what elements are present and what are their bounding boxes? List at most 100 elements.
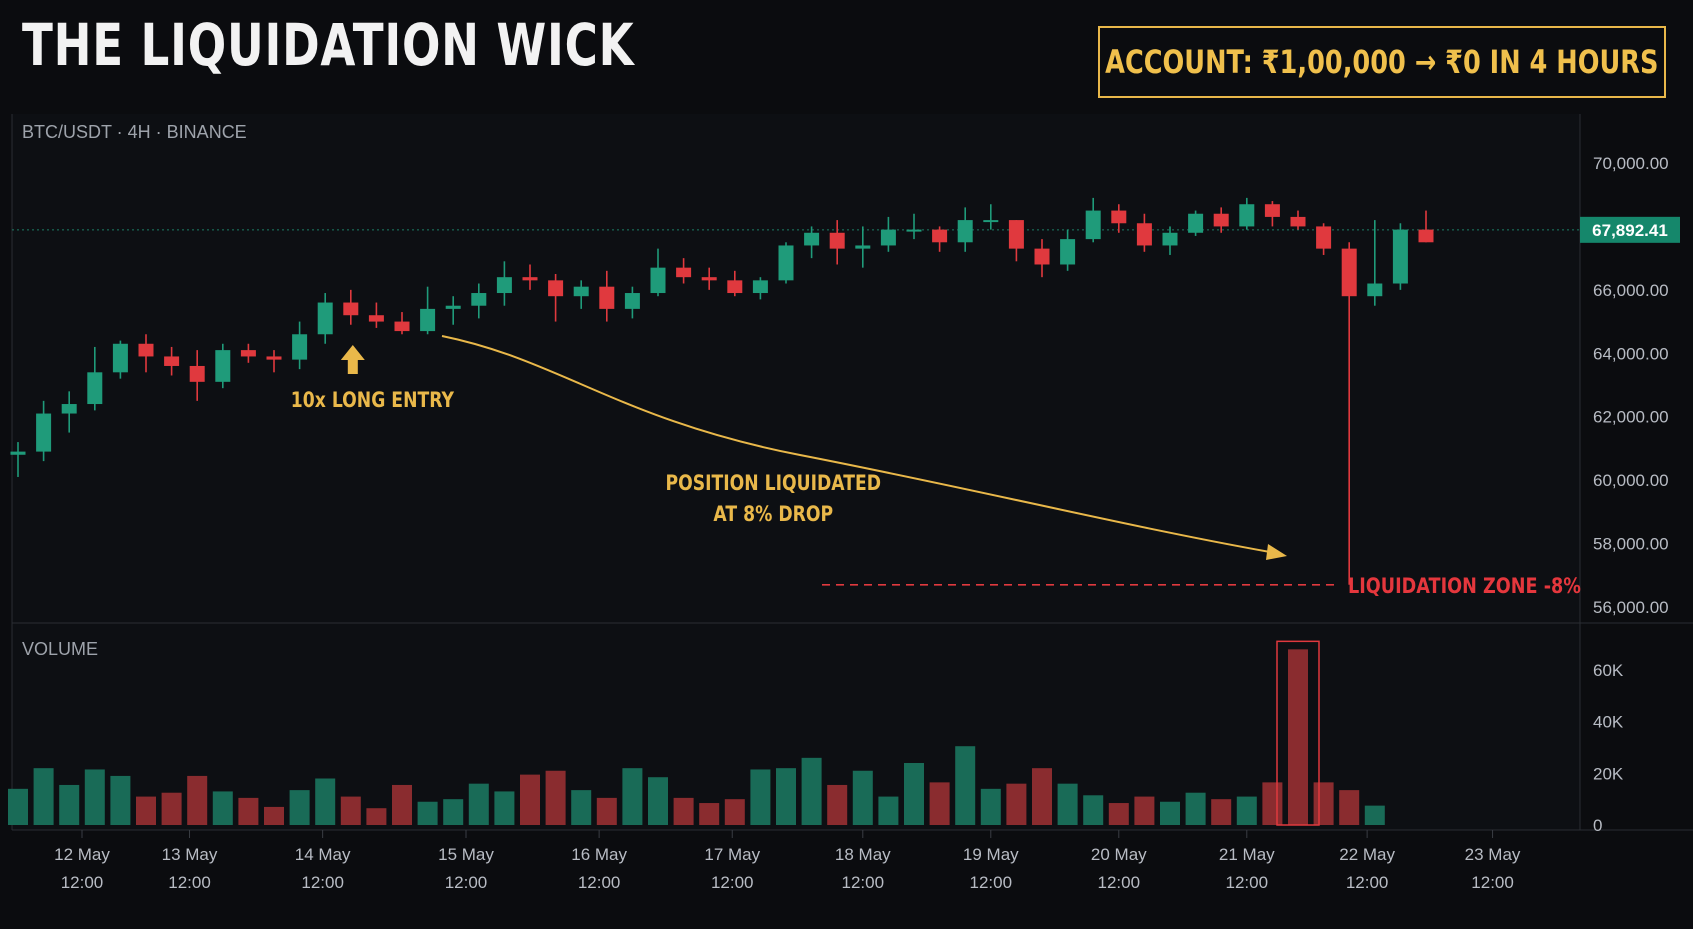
volume-bar bbox=[443, 799, 464, 825]
liquidation-arrow-icon bbox=[1266, 544, 1287, 560]
volume-bar bbox=[776, 768, 796, 825]
current-price-label: 67,892.41 bbox=[1592, 221, 1668, 240]
candle-body bbox=[1213, 213, 1229, 227]
volume-bar bbox=[699, 803, 720, 825]
account-text: ACCOUNT: ₹1,00,000 → ₹0 IN 4 HOURS bbox=[1105, 43, 1659, 81]
volume-tick-label: 60K bbox=[1593, 661, 1624, 680]
volume-bar bbox=[468, 783, 489, 825]
volume-bar bbox=[622, 768, 643, 825]
volume-label: VOLUME bbox=[22, 639, 98, 659]
time-tick-date: 23 May bbox=[1465, 845, 1521, 864]
volume-bar bbox=[980, 788, 1001, 825]
volume-bar bbox=[136, 796, 156, 825]
time-tick-time: 12:00 bbox=[1471, 873, 1514, 892]
volume-spike-highlight bbox=[1276, 640, 1320, 826]
volume-bar bbox=[1160, 801, 1180, 825]
volume-bar bbox=[340, 796, 361, 825]
candle-body bbox=[189, 365, 205, 382]
volume-bar bbox=[571, 790, 592, 825]
liquidated-annotation-line1: POSITION LIQUIDATED bbox=[665, 470, 881, 495]
candle-body bbox=[752, 280, 768, 294]
volume-bar bbox=[59, 784, 80, 825]
volume-bar bbox=[1364, 805, 1385, 825]
current-price-tag bbox=[1580, 216, 1680, 243]
volume-tick-label: 0 bbox=[1593, 816, 1602, 835]
volume-bar bbox=[673, 797, 694, 825]
time-tick-time: 12:00 bbox=[445, 873, 488, 892]
time-tick-time: 12:00 bbox=[1346, 873, 1389, 892]
volume-bar bbox=[315, 778, 336, 825]
candle-body bbox=[1085, 210, 1101, 240]
entry-arrow-icon bbox=[340, 345, 365, 374]
time-tick-time: 12:00 bbox=[301, 873, 344, 892]
volume-bar bbox=[187, 775, 208, 825]
candle-body bbox=[1341, 248, 1357, 297]
volume-bar bbox=[289, 790, 310, 825]
candle-body bbox=[932, 229, 948, 243]
page-title: THE LIQUIDATION WICK bbox=[22, 11, 635, 79]
entry-annotation: 10x LONG ENTRY bbox=[291, 387, 455, 412]
candle-body bbox=[701, 277, 717, 281]
volume-bar bbox=[84, 769, 105, 825]
time-tick-date: 17 May bbox=[704, 845, 760, 864]
volume-bar bbox=[724, 799, 745, 825]
candle-body bbox=[983, 220, 999, 223]
candle-body bbox=[880, 229, 896, 246]
candle-body bbox=[957, 220, 973, 243]
volume-bar bbox=[852, 770, 873, 825]
candle-body bbox=[1239, 204, 1255, 227]
volume-bar bbox=[929, 782, 950, 825]
time-tick-date: 22 May bbox=[1339, 845, 1395, 864]
candle-body bbox=[394, 321, 410, 332]
volume-bar bbox=[1262, 782, 1283, 825]
candle-body bbox=[1111, 210, 1127, 224]
account-badge: ACCOUNT: ₹1,00,000 → ₹0 IN 4 HOURS bbox=[1098, 26, 1666, 98]
time-tick-time: 12:00 bbox=[711, 873, 754, 892]
price-tick-label: 64,000.00 bbox=[1593, 344, 1669, 363]
time-tick-date: 14 May bbox=[295, 845, 351, 864]
candle-body bbox=[240, 350, 256, 357]
candle-body bbox=[1034, 248, 1050, 265]
candle-body bbox=[1392, 229, 1408, 284]
price-tick-label: 66,000.00 bbox=[1593, 281, 1669, 300]
volume-bar bbox=[1134, 796, 1155, 825]
candle-body bbox=[445, 305, 461, 309]
candle-body bbox=[138, 343, 154, 357]
time-tick-date: 12 May bbox=[54, 845, 110, 864]
price-tick-label: 70,000.00 bbox=[1593, 154, 1669, 173]
candle-body bbox=[215, 350, 231, 382]
volume-bar bbox=[1313, 782, 1334, 825]
volume-bar bbox=[648, 777, 668, 825]
candle-body bbox=[1367, 283, 1383, 297]
candle-body bbox=[1264, 204, 1280, 217]
candle-body bbox=[496, 277, 512, 294]
volume-bar bbox=[1339, 790, 1360, 825]
candle-body bbox=[1060, 239, 1076, 265]
symbol-label: BTC/USDT · 4H · BINANCE bbox=[22, 122, 247, 142]
volume-bar bbox=[545, 770, 566, 825]
candle-body bbox=[1290, 216, 1306, 227]
price-tick-label: 62,000.00 bbox=[1593, 408, 1669, 427]
volume-bar bbox=[1032, 768, 1052, 825]
candle-body bbox=[112, 343, 128, 373]
candle-body bbox=[471, 293, 487, 306]
candle-body bbox=[420, 308, 436, 332]
candle-body bbox=[1418, 229, 1434, 243]
volume-bar bbox=[392, 784, 412, 825]
time-tick-date: 18 May bbox=[835, 845, 891, 864]
candle-body bbox=[522, 277, 538, 281]
volume-bar bbox=[212, 791, 233, 825]
volume-bar bbox=[878, 796, 899, 825]
time-tick-time: 12:00 bbox=[61, 873, 104, 892]
time-tick-time: 12:00 bbox=[168, 873, 211, 892]
candle-body bbox=[650, 267, 666, 294]
candle-body bbox=[676, 267, 692, 278]
liquidation-zone-label: LIQUIDATION ZONE -8% bbox=[1348, 573, 1581, 598]
time-tick-date: 21 May bbox=[1219, 845, 1275, 864]
candle-body bbox=[164, 356, 180, 366]
volume-bar bbox=[417, 801, 438, 825]
time-tick-date: 13 May bbox=[162, 845, 218, 864]
candle-body bbox=[906, 229, 922, 232]
time-tick-time: 12:00 bbox=[1226, 873, 1269, 892]
